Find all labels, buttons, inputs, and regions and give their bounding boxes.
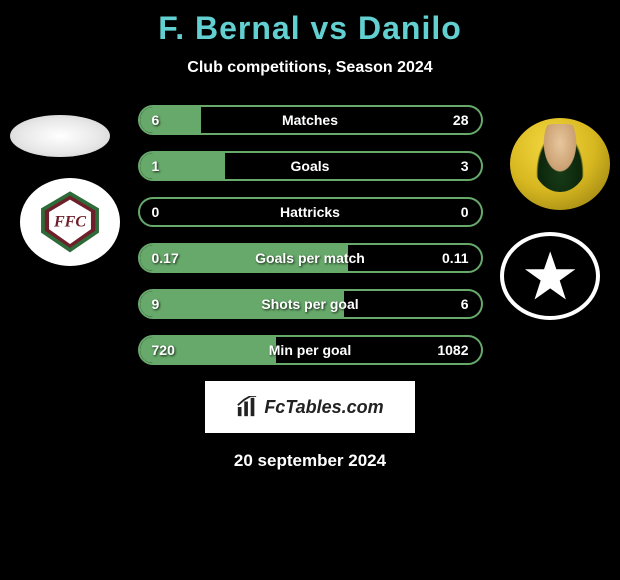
stat-left-value: 6 [152,112,160,128]
svg-text:FFC: FFC [53,214,86,231]
stat-row: 1 Goals 3 [138,151,483,181]
subtitle: Club competitions, Season 2024 [0,59,620,77]
stat-row: 6 Matches 28 [138,105,483,135]
stat-label: Hattricks [280,204,340,220]
stat-label: Goals [291,158,330,174]
branding-badge: FcTables.com [205,381,415,433]
branding-label: FcTables.com [264,397,383,418]
chart-icon [236,396,258,418]
stat-left-value: 720 [152,342,175,358]
stat-right-value: 6 [461,296,469,312]
fluminense-badge-icon: FFC [35,191,105,253]
stat-left-value: 0.17 [152,250,179,266]
stat-fill [140,107,201,133]
stat-label: Shots per goal [261,296,358,312]
stat-row: 0.17 Goals per match 0.11 [138,243,483,273]
comparison-card: F. Bernal vs Danilo Club competitions, S… [0,0,620,580]
stat-left-value: 1 [152,158,160,174]
stat-left-value: 9 [152,296,160,312]
player1-avatar [10,115,110,157]
title-player2: Danilo [358,10,462,46]
date-label: 20 september 2024 [0,451,620,471]
player2-avatar [510,118,610,210]
stat-label: Goals per match [255,250,365,266]
stat-right-value: 0 [461,204,469,220]
club1-badge: FFC [20,178,120,266]
title-player1: F. Bernal [158,10,300,46]
stat-right-value: 1082 [437,342,468,358]
stat-right-value: 0.11 [442,250,468,266]
stat-right-value: 28 [453,112,469,128]
botafogo-badge-icon [518,248,582,304]
stat-row: 0 Hattricks 0 [138,197,483,227]
title-vs: vs [311,10,349,46]
stat-right-value: 3 [461,158,469,174]
stat-label: Matches [282,112,338,128]
stats-table: 6 Matches 28 1 Goals 3 0 Hattricks 0 0.17 Goals pe… [138,105,483,365]
stat-label: Min per goal [269,342,351,358]
stat-row: 720 Min per goal 1082 [138,335,483,365]
club2-badge [500,232,600,320]
stat-row: 9 Shots per goal 6 [138,289,483,319]
stat-left-value: 0 [152,204,160,220]
page-title: F. Bernal vs Danilo [0,10,620,47]
